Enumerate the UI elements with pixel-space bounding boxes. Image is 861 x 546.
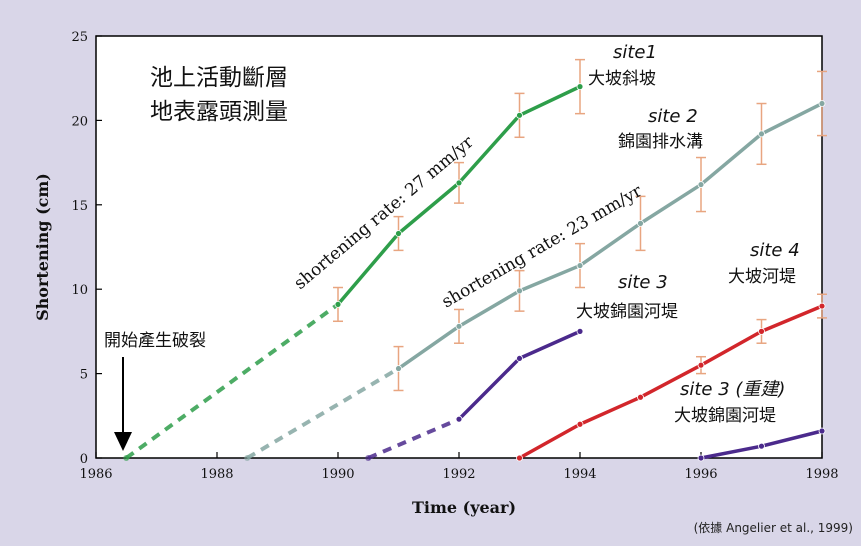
series-2-point: [455, 322, 463, 330]
site2-title: site 2: [648, 106, 698, 127]
x-tick-label: 1986: [79, 467, 112, 482]
site1-title: site1: [613, 42, 657, 63]
series-5-point: [758, 442, 765, 450]
series-1-point: [576, 83, 584, 91]
series-2-point: [576, 262, 584, 269]
series-1-point: [516, 111, 523, 119]
series-3-point: [455, 415, 463, 423]
series-3-extrapolation: [367, 417, 460, 460]
series-2-extrapolation: [246, 366, 400, 460]
series-2-point: [758, 130, 765, 138]
site4-place: 大坡河堤: [728, 267, 796, 287]
x-tick-label: 1988: [200, 467, 233, 482]
series-2-line: [397, 101, 823, 370]
series-1-extrapolation: [125, 302, 340, 460]
series-4-point: [576, 420, 584, 428]
series-1-origin-point: [123, 455, 130, 461]
y-tick-label: 20: [71, 114, 88, 129]
series-3-point: [516, 355, 523, 362]
series-2-point: [697, 181, 705, 188]
series-2-point: [395, 365, 402, 372]
series-3-point: [576, 327, 584, 335]
y-tick-label: 5: [80, 368, 88, 383]
series-2-point: [516, 287, 523, 295]
y-tick-label: 15: [71, 199, 88, 214]
site3-title: site 3: [618, 272, 668, 293]
start-annotation: 開始產生破裂: [104, 331, 206, 351]
citation: (依據 Angelier et al., 1999): [693, 521, 853, 535]
chart-title-line2: 地表露頭測量: [150, 99, 288, 125]
site3r-title: site 3 (重建): [680, 379, 785, 400]
site3r-place: 大坡錦園河堤: [674, 406, 776, 426]
y-tick-label: 0: [80, 452, 88, 467]
x-tick-label: 1990: [321, 467, 354, 482]
series-4-point: [697, 361, 705, 369]
y-tick-label: 10: [71, 283, 88, 298]
series-2-point: [818, 100, 826, 107]
plot-background: [95, 35, 823, 459]
series-1-point: [395, 230, 402, 237]
series-4-point: [818, 302, 826, 310]
series-5-point: [818, 427, 826, 435]
series-1-point: [455, 179, 463, 187]
series-2-origin-point: [244, 455, 251, 461]
x-tick-label: 1998: [805, 467, 838, 482]
series-4-point: [758, 327, 765, 335]
chart-title-line1: 池上活動斷層: [150, 65, 288, 91]
start-arrow-head: [114, 432, 132, 451]
series-4-point: [637, 393, 644, 401]
x-tick-label: 1994: [563, 467, 596, 482]
series-2-point: [637, 219, 644, 227]
series-5-point: [697, 454, 705, 462]
x-axis-label: Time (year): [412, 498, 516, 517]
series-1-point: [334, 300, 342, 308]
y-axis-label: Shortening (cm): [33, 173, 52, 321]
site3-place: 大坡錦園河堤: [576, 302, 678, 322]
site1-place: 大坡斜坡: [588, 69, 656, 89]
series-4-point: [516, 454, 523, 462]
x-tick-label: 1992: [442, 467, 475, 482]
x-tick-label: 1996: [684, 467, 717, 482]
site2-place: 錦園排水溝: [618, 132, 703, 152]
series-4-line: [518, 304, 823, 460]
series-3-origin-point: [365, 455, 372, 461]
site4-title: site 4: [750, 240, 800, 261]
y-tick-label: 25: [71, 30, 88, 45]
